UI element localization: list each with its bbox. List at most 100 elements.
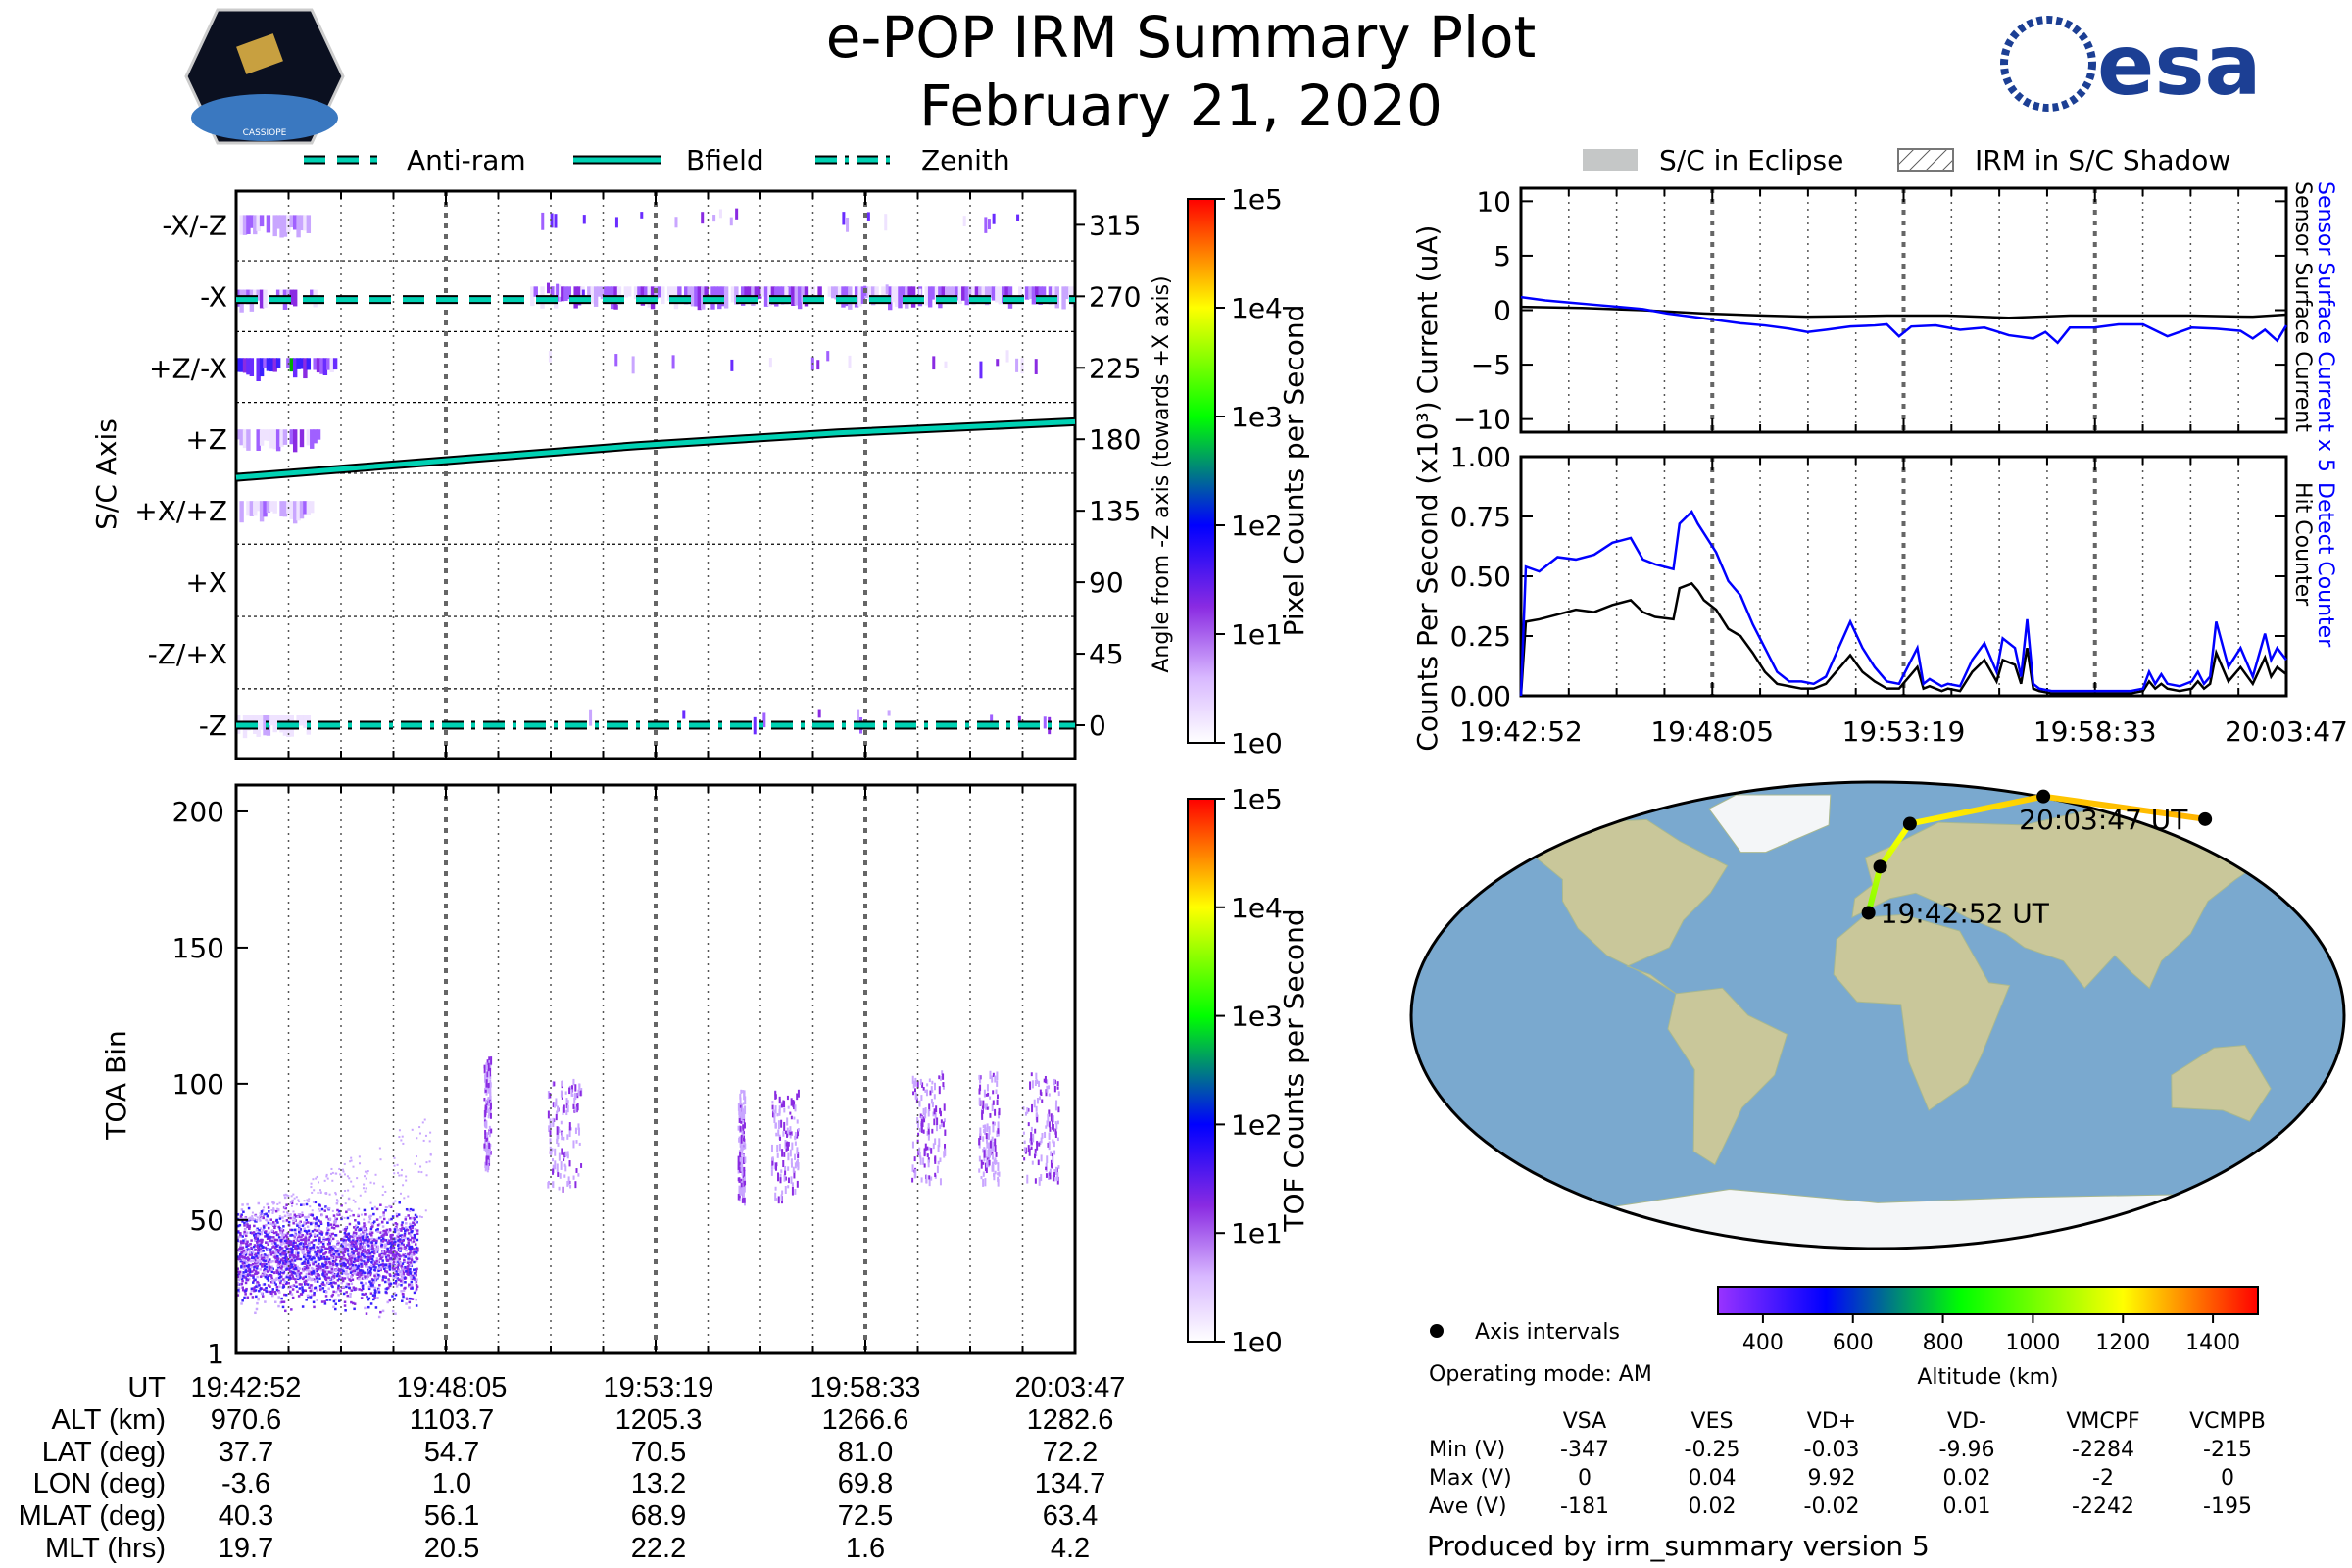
tof-cell	[775, 1198, 778, 1201]
tof-cell	[1052, 1139, 1054, 1144]
tof-cell	[996, 1071, 999, 1081]
tof-cell	[356, 1247, 359, 1250]
tof-cell	[349, 1275, 353, 1278]
tof-cell	[916, 1080, 919, 1089]
tof-cell	[355, 1245, 358, 1248]
tof-cell	[488, 1142, 491, 1150]
tof-cell	[740, 1178, 743, 1184]
tof-cell	[245, 1278, 248, 1281]
tof-cell	[790, 1098, 793, 1106]
tof-cell	[331, 1259, 335, 1263]
tof-cell	[368, 1238, 371, 1241]
tof-cell	[1047, 1113, 1050, 1123]
tof-cell	[298, 1247, 302, 1250]
tof-cell	[273, 1247, 277, 1250]
spectrogram-cell	[984, 217, 988, 233]
tof-cell	[312, 1200, 315, 1203]
tof-cell	[397, 1239, 400, 1242]
tof-cell	[332, 1274, 335, 1278]
tof-cell	[246, 1259, 250, 1262]
tof-cell	[270, 1277, 274, 1281]
ephemeris-cell: 19:53:19	[604, 1372, 714, 1403]
tof-cell	[309, 1296, 313, 1298]
tof-cell	[249, 1217, 252, 1220]
tof-cell	[789, 1126, 792, 1132]
tof-cell	[319, 1240, 323, 1244]
spectrogram-cell	[998, 286, 1003, 305]
tof-cell	[242, 1259, 246, 1262]
tof-cell	[292, 1271, 295, 1275]
tof-cell	[403, 1276, 407, 1279]
tof-cell	[399, 1238, 402, 1242]
tof-cell	[488, 1059, 491, 1066]
tof-cell	[323, 1252, 326, 1255]
tof-cell	[327, 1265, 331, 1269]
tof-cell	[267, 1262, 270, 1266]
tof-cell	[391, 1253, 395, 1257]
tof-cell	[272, 1236, 275, 1239]
tof-cell	[986, 1138, 989, 1144]
tof-cell	[252, 1268, 256, 1272]
tof-cell	[251, 1270, 254, 1273]
tof-cell	[289, 1216, 292, 1220]
tof-cell	[390, 1240, 394, 1243]
tof-cell	[316, 1259, 319, 1262]
tof-cell	[261, 1265, 264, 1268]
tof-cell	[372, 1298, 375, 1301]
tof-cell	[979, 1084, 982, 1092]
tof-cell	[344, 1247, 347, 1250]
tof-cell	[391, 1266, 395, 1270]
tof-cell	[488, 1147, 491, 1152]
tof-cell	[739, 1157, 742, 1162]
tof-cell	[738, 1110, 741, 1119]
tof-cell	[323, 1302, 327, 1305]
spectrogram-cell	[687, 286, 692, 304]
tof-cell	[337, 1284, 340, 1288]
tof-cell	[295, 1285, 298, 1289]
tof-cell	[335, 1199, 338, 1201]
tof-cell	[252, 1281, 255, 1284]
tof-cell	[366, 1172, 368, 1175]
tof-cell	[369, 1284, 373, 1287]
tof-cell	[284, 1309, 287, 1313]
tof-cell	[347, 1253, 350, 1256]
tof-cell	[324, 1295, 328, 1298]
ephemeris-cell: 970.6	[211, 1404, 282, 1436]
tof-cell	[283, 1205, 286, 1208]
tof-cell	[795, 1160, 798, 1166]
spectrogram-cell	[303, 715, 308, 728]
tof-cell	[256, 1275, 259, 1279]
tof-cell	[777, 1120, 780, 1130]
tof-cell	[915, 1093, 918, 1100]
tof-cell	[314, 1238, 318, 1242]
tof-cell	[489, 1110, 492, 1114]
tof-cell	[571, 1093, 574, 1098]
tof-cell	[280, 1227, 283, 1231]
tof-cell	[919, 1078, 922, 1086]
tof-cell	[324, 1247, 327, 1250]
spectrogram-cell	[867, 286, 872, 302]
tof-cell	[288, 1247, 291, 1250]
tof-cell	[375, 1218, 379, 1221]
tof-cell	[778, 1143, 781, 1152]
tof-cell	[290, 1195, 293, 1198]
angle-tick-label: 45	[1089, 638, 1124, 670]
tof-cell	[252, 1279, 256, 1282]
tof-cell	[991, 1103, 994, 1111]
tof-cell	[252, 1231, 256, 1234]
tof-cell	[257, 1297, 260, 1300]
tof-cell	[378, 1147, 381, 1150]
tof-cell	[409, 1270, 412, 1274]
ephemeris-cell: 81.0	[838, 1437, 893, 1468]
tof-cell	[307, 1272, 311, 1275]
tof-cell	[933, 1118, 936, 1126]
tof-cell	[330, 1270, 333, 1273]
tof-cell	[939, 1157, 942, 1162]
tof-cell	[1023, 1157, 1026, 1161]
voltage-header: VES	[1691, 1409, 1734, 1434]
tof-cell	[331, 1232, 335, 1236]
tof-cell	[297, 1251, 300, 1254]
tof-cell	[368, 1232, 372, 1236]
spectrogram-cell	[991, 286, 997, 301]
